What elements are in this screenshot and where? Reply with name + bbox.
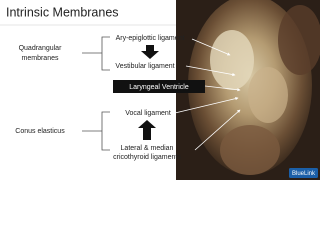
bracket [82, 36, 110, 71]
logo: BlueLink [292, 171, 316, 177]
logo-box [289, 168, 318, 178]
group-label: membranes [22, 55, 59, 62]
up-arrow [138, 120, 156, 140]
anatomy-photo [176, 0, 320, 180]
label: Ary-epiglottic ligament [116, 35, 185, 42]
label: Lateral & median [121, 145, 174, 152]
label: cricothyroid ligaments [113, 154, 181, 161]
group-label: Quadrangular [19, 45, 62, 52]
label: Laryngeal Ventricle [129, 84, 189, 91]
label: Vocal ligament [125, 110, 171, 117]
pointer-lines [174, 38, 241, 151]
title: Intrinsic Membranes [6, 5, 119, 19]
ventricle-box [113, 80, 205, 93]
label: Vestibular ligament [115, 63, 174, 70]
group-label: Conus elasticus [15, 128, 65, 135]
down-arrow [141, 45, 159, 59]
slide: Intrinsic Membranes Quadrangular membran… [0, 0, 320, 180]
bracket [82, 111, 110, 151]
